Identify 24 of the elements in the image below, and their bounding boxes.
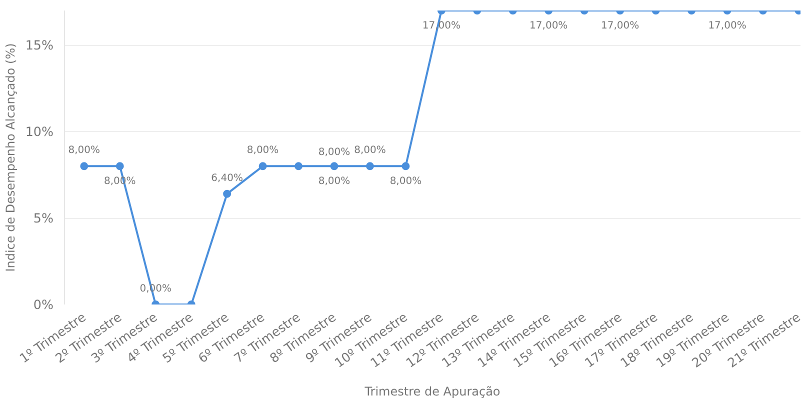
data-label: 8,00% [318, 176, 350, 188]
point [223, 190, 232, 198]
x-axis-title: Trimestre de Apuração [364, 384, 500, 399]
point [330, 162, 338, 170]
y-axis-title: Indice de Desempenho Alcançado (%) [3, 43, 18, 272]
point [402, 162, 410, 170]
y-tick-label: 0% [33, 297, 54, 312]
data-label: 17,00% [708, 20, 746, 32]
data-label: 17,00% [530, 20, 568, 32]
point [294, 162, 303, 170]
data-label: 8,00% [68, 145, 100, 156]
annotation: 8,00% [318, 147, 350, 158]
data-label: 8,00% [390, 176, 422, 188]
y-tick-label: 10% [25, 124, 54, 140]
data-label: 17,00% [601, 20, 640, 32]
data-label: 6,40% [211, 172, 243, 184]
y-tick-label: 15% [25, 38, 54, 53]
data-label: 8,00% [354, 145, 386, 156]
point [258, 162, 267, 170]
point [80, 162, 88, 170]
data-label: 8,00% [246, 145, 279, 156]
y-tick-label: 5% [33, 210, 54, 226]
point [116, 162, 124, 170]
point [366, 162, 374, 170]
